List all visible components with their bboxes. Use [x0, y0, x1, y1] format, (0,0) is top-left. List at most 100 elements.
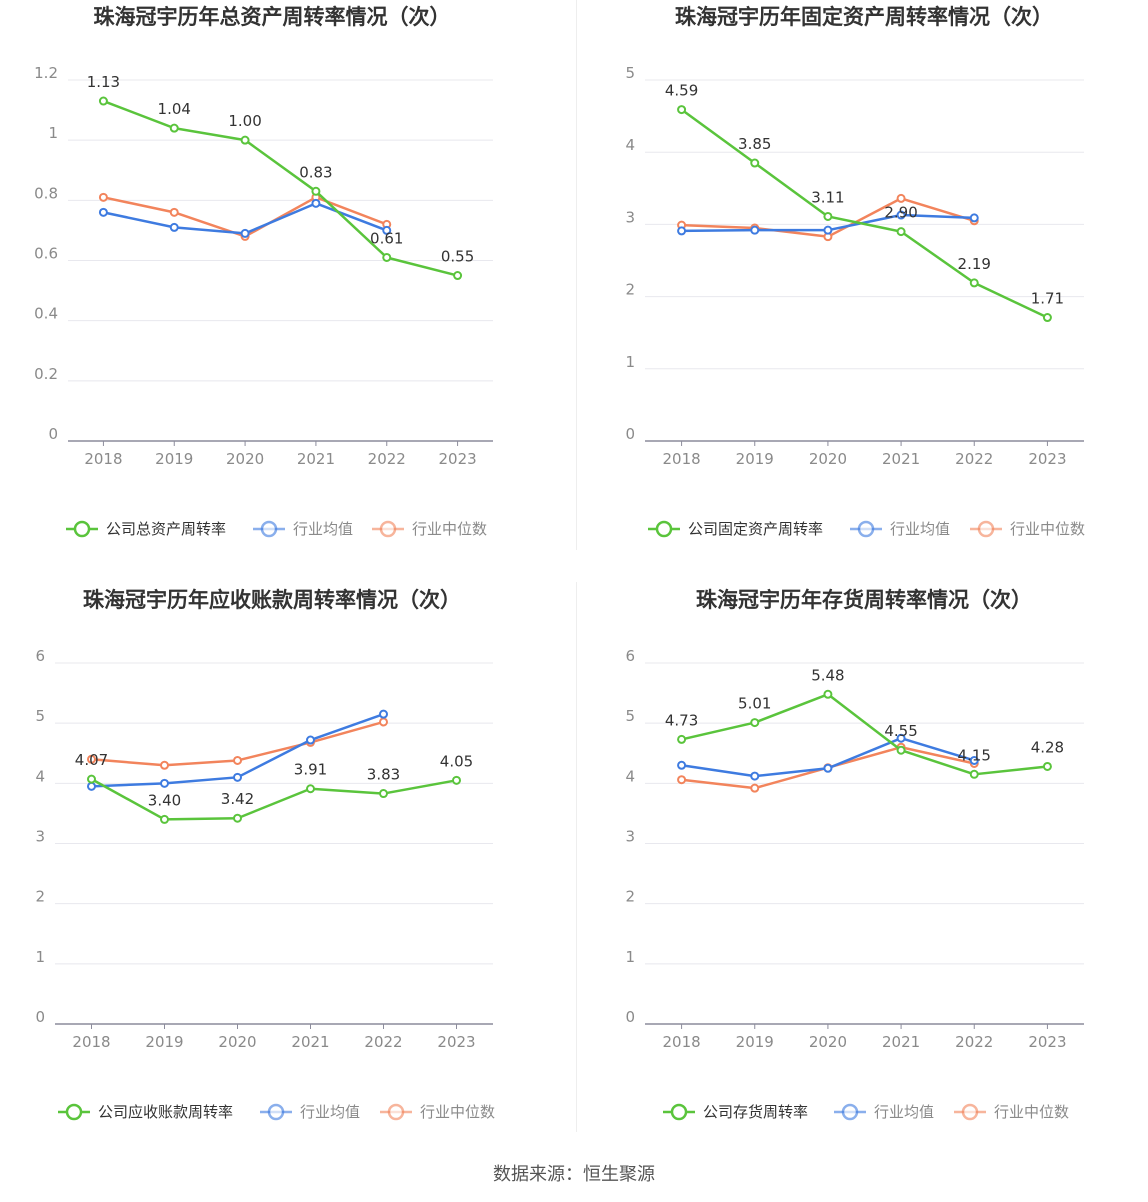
data-point[interactable]: [311, 186, 321, 196]
data-point[interactable]: [969, 755, 979, 765]
x-tick-label: 2021: [297, 450, 335, 468]
legend-item[interactable]: 行业均值: [260, 1103, 360, 1121]
data-point[interactable]: [896, 210, 906, 220]
data-point[interactable]: [160, 778, 169, 788]
data-label: 3.85: [738, 135, 771, 153]
legend-item[interactable]: 行业中位数: [970, 520, 1085, 538]
data-point[interactable]: [452, 775, 461, 785]
data-point[interactable]: [169, 123, 179, 133]
legend-marker-icon: [73, 520, 91, 538]
data-point[interactable]: [382, 252, 392, 262]
y-tick-label: 2: [35, 888, 45, 906]
data-point[interactable]: [311, 198, 321, 208]
legend-label: 公司应收账款周转率: [98, 1103, 233, 1121]
data-point[interactable]: [240, 228, 250, 238]
legend-item[interactable]: 公司应收账款周转率: [58, 1103, 233, 1121]
legend-item[interactable]: 公司存货周转率: [663, 1103, 808, 1121]
data-point[interactable]: [896, 733, 906, 743]
chart-svg: 珠海冠宇历年固定资产周转率情况（次） 0 1 2 3 4 5 2018 2019 2020 2021…: [625, 5, 1085, 538]
series-line: [90, 778, 457, 821]
data-point[interactable]: [160, 760, 169, 770]
data-label: 4.73: [665, 711, 698, 729]
data-point[interactable]: [233, 813, 242, 823]
data-point[interactable]: [750, 771, 760, 781]
legend-marker-icon: [977, 520, 995, 538]
data-point[interactable]: [823, 225, 833, 235]
data-point[interactable]: [677, 775, 687, 785]
data-point[interactable]: [98, 96, 108, 106]
data-point[interactable]: [969, 278, 979, 288]
chart-panel-fixed-asset-turnover: 珠海冠宇历年固定资产周转率情况（次） 0 1 2 3 4 5 2018 2019 2020 2021…: [574, 0, 1148, 584]
data-point[interactable]: [677, 105, 687, 115]
y-tick-label: 0.8: [34, 184, 58, 202]
chart-title: 珠海冠宇历年应收账款周转率情况（次）: [83, 588, 461, 612]
data-point[interactable]: [98, 192, 108, 202]
data-point[interactable]: [306, 735, 315, 745]
legend-label: 公司存货周转率: [703, 1103, 808, 1121]
data-point[interactable]: [896, 227, 906, 237]
y-tick-label: 3: [625, 828, 635, 846]
series-line: [681, 693, 1048, 776]
data-point[interactable]: [750, 783, 760, 793]
legend-item[interactable]: 行业中位数: [380, 1103, 495, 1121]
data-point[interactable]: [379, 709, 388, 719]
data-point[interactable]: [750, 718, 760, 728]
data-point[interactable]: [379, 789, 388, 799]
data-point[interactable]: [169, 207, 179, 217]
data-point[interactable]: [969, 213, 979, 223]
data-point[interactable]: [98, 207, 108, 217]
data-point[interactable]: [382, 225, 392, 235]
x-tick-label: 2018: [84, 450, 122, 468]
data-label: 1.00: [228, 112, 261, 130]
legend-item[interactable]: 行业均值: [850, 520, 950, 538]
data-label: 0.61: [370, 229, 403, 247]
data-point[interactable]: [750, 158, 760, 168]
data-point[interactable]: [87, 781, 96, 791]
data-point[interactable]: [677, 734, 687, 744]
x-tick-label: 2023: [437, 1033, 475, 1051]
data-label: 4.07: [75, 751, 108, 769]
data-point[interactable]: [969, 769, 979, 779]
data-point[interactable]: [87, 774, 96, 784]
data-point[interactable]: [1042, 313, 1052, 323]
data-point[interactable]: [306, 784, 315, 794]
legend-label: 行业均值: [293, 520, 353, 538]
data-point[interactable]: [240, 135, 250, 145]
data-point[interactable]: [896, 193, 906, 203]
data-point[interactable]: [453, 271, 463, 281]
data-point[interactable]: [87, 754, 96, 764]
y-tick-label: 5: [35, 707, 45, 725]
data-point[interactable]: [160, 814, 169, 824]
legend-item[interactable]: 行业均值: [253, 520, 353, 538]
legend-item[interactable]: 行业中位数: [372, 520, 487, 538]
legend-label: 行业中位数: [1010, 520, 1085, 538]
legend-item[interactable]: 行业中位数: [954, 1103, 1069, 1121]
data-point[interactable]: [233, 755, 242, 765]
legend-label: 行业均值: [300, 1103, 360, 1121]
data-point[interactable]: [169, 222, 179, 232]
data-point[interactable]: [823, 689, 833, 699]
data-label: 4.55: [884, 722, 917, 740]
legend-item[interactable]: 行业均值: [834, 1103, 934, 1121]
data-point[interactable]: [823, 763, 833, 773]
legend-label: 公司固定资产周转率: [688, 520, 823, 538]
y-tick-label: 3: [625, 208, 635, 226]
legend-label: 行业中位数: [994, 1103, 1069, 1121]
data-point[interactable]: [1042, 761, 1052, 771]
x-tick-label: 2020: [226, 450, 264, 468]
x-tick-label: 2021: [882, 450, 920, 468]
data-point[interactable]: [379, 717, 388, 727]
data-point[interactable]: [677, 226, 687, 236]
legend-label: 行业均值: [890, 520, 950, 538]
data-point[interactable]: [677, 760, 687, 770]
data-point[interactable]: [896, 745, 906, 755]
data-point[interactable]: [233, 772, 242, 782]
x-tick-label: 2023: [1028, 450, 1066, 468]
legend-item[interactable]: 公司总资产周转率: [66, 520, 226, 538]
data-point[interactable]: [750, 225, 760, 235]
legend-item[interactable]: 公司固定资产周转率: [648, 520, 823, 538]
legend-label: 行业中位数: [412, 520, 487, 538]
data-label: 4.59: [665, 82, 698, 100]
data-point[interactable]: [823, 211, 833, 221]
x-tick-label: 2019: [155, 450, 193, 468]
